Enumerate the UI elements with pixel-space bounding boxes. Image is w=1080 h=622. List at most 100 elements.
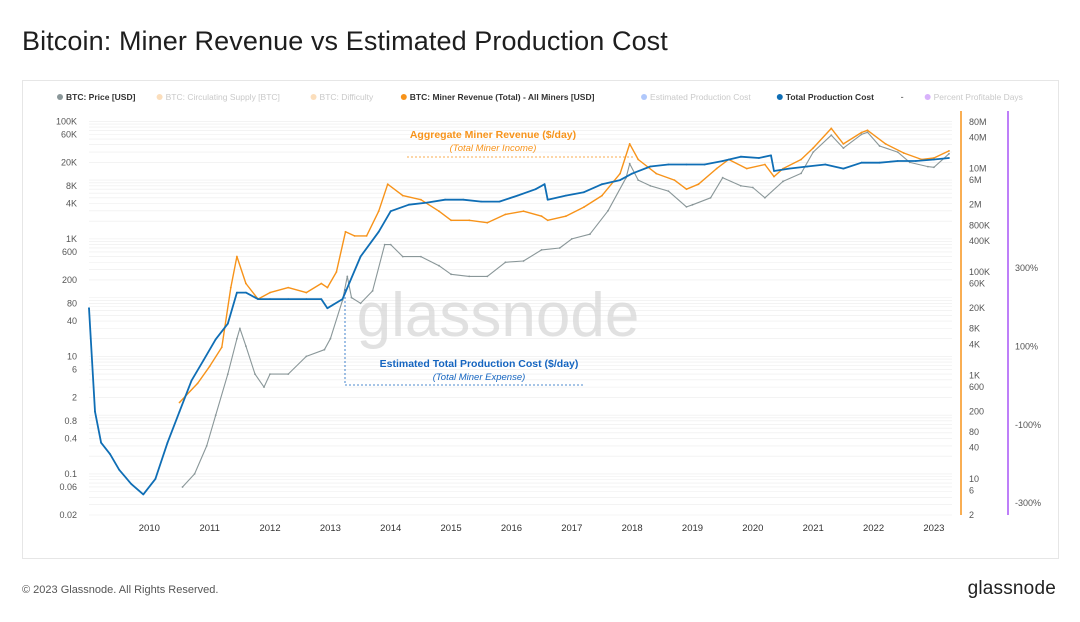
legend-dash: - (901, 92, 904, 102)
data-point (196, 382, 199, 385)
data-point (866, 129, 869, 132)
data-point (420, 198, 422, 201)
legend-item[interactable]: Estimated Production Cost (641, 92, 751, 102)
x-tick-label: 2022 (863, 523, 884, 534)
data-point (516, 194, 519, 197)
annotation-cost-title: Estimated Total Production Cost ($/day) (380, 358, 579, 370)
data-point (878, 161, 881, 164)
legend-item[interactable]: BTC: Price [USD] (57, 92, 136, 102)
x-tick-label: 2019 (682, 523, 703, 534)
data-point (667, 190, 670, 192)
data-point (504, 213, 507, 216)
chart-svg: BTC: Price [USD] BTC: Circulating Supply … (56, 92, 1041, 534)
data-point (800, 158, 802, 161)
legend-dot (400, 94, 407, 100)
data-point (468, 275, 471, 278)
data-point (948, 157, 950, 159)
legend-item[interactable]: Total Production Cost (776, 92, 874, 102)
legend-item[interactable]: BTC: Circulating Supply [BTC] (156, 92, 280, 102)
data-point (389, 210, 392, 213)
data-point (564, 194, 567, 197)
copyright-footer: © 2023 Glassnode. All Rights Reserved. (22, 584, 219, 596)
data-point (214, 414, 217, 417)
legend-label: Total Production Cost (786, 92, 874, 102)
right-tick-label: 60K (969, 278, 985, 288)
legend-item[interactable]: Percent Profitable Days (924, 92, 1023, 102)
data-point (269, 298, 271, 300)
legend-dot (776, 94, 783, 100)
data-point (673, 179, 676, 181)
data-point (365, 235, 368, 237)
percent-tick-label: -100% (1015, 420, 1041, 430)
data-point (359, 302, 362, 305)
data-point (948, 150, 950, 152)
data-point (401, 255, 404, 258)
data-point (902, 152, 905, 154)
data-point (181, 486, 184, 488)
legend-item[interactable]: - (901, 92, 904, 102)
data-point (628, 143, 631, 145)
data-point (118, 468, 121, 471)
legend-dot (924, 94, 931, 100)
x-tick-label: 2011 (199, 523, 219, 534)
legend-label: BTC: Difficulty (320, 92, 374, 102)
legend-item[interactable]: BTC: Difficulty (310, 92, 374, 102)
data-point (236, 337, 238, 340)
right-tick-label: 8K (969, 324, 980, 334)
data-point (229, 286, 232, 289)
data-point (326, 307, 329, 310)
data-point (812, 151, 815, 153)
data-point (109, 453, 111, 456)
right-tick-label: 400K (969, 236, 990, 246)
x-tick-label: 2016 (501, 523, 522, 534)
data-point (287, 298, 290, 300)
data-point (908, 161, 911, 164)
data-point (359, 255, 362, 258)
page-title: Bitcoin: Miner Revenue vs Estimated Prod… (22, 26, 668, 56)
right-tick-label: 40 (969, 443, 979, 453)
legend-dot (156, 94, 163, 100)
data-point (480, 200, 483, 203)
data-point (842, 167, 845, 170)
data-point (655, 172, 658, 175)
data-point (637, 158, 640, 161)
data-point (933, 157, 935, 159)
data-point (154, 478, 157, 480)
legend-dot (310, 94, 317, 100)
data-point (860, 161, 863, 164)
left-tick-label: 100K (56, 116, 77, 126)
data-point (619, 172, 621, 175)
x-tick-label: 2018 (622, 523, 643, 534)
data-point (420, 255, 422, 258)
right-tick-label: 20K (969, 303, 985, 313)
right-tick-label: 2 (969, 510, 974, 520)
annotation-revenue-title: Aggregate Miner Revenue ($/day) (410, 129, 576, 141)
data-point (383, 243, 386, 246)
data-point (254, 373, 256, 375)
left-tick-label: 20K (61, 157, 77, 167)
data-point (323, 348, 326, 351)
data-point (788, 167, 790, 170)
data-point (770, 154, 772, 157)
percent-tick-label: 300% (1015, 263, 1038, 273)
data-point (764, 196, 766, 199)
data-point (830, 127, 833, 130)
right-tick-label: 80 (969, 427, 979, 437)
data-point (236, 291, 238, 294)
data-point (637, 179, 640, 181)
x-tick-label: 2014 (380, 523, 401, 534)
data-point (739, 184, 742, 187)
data-point (715, 167, 718, 170)
legend-label: Percent Profitable Days (934, 92, 1023, 102)
right-tick-label: 2M (969, 200, 982, 210)
data-point (344, 230, 347, 233)
x-tick-label: 2012 (259, 523, 280, 534)
data-point (745, 167, 748, 170)
data-point (697, 183, 700, 186)
data-point (377, 210, 380, 213)
data-point (764, 163, 766, 166)
data-point (896, 151, 899, 153)
legend-item[interactable]: BTC: Miner Revenue (Total) - All Miners … (400, 92, 595, 102)
data-point (860, 133, 863, 136)
brand-logo[interactable]: glassnode (967, 578, 1056, 599)
